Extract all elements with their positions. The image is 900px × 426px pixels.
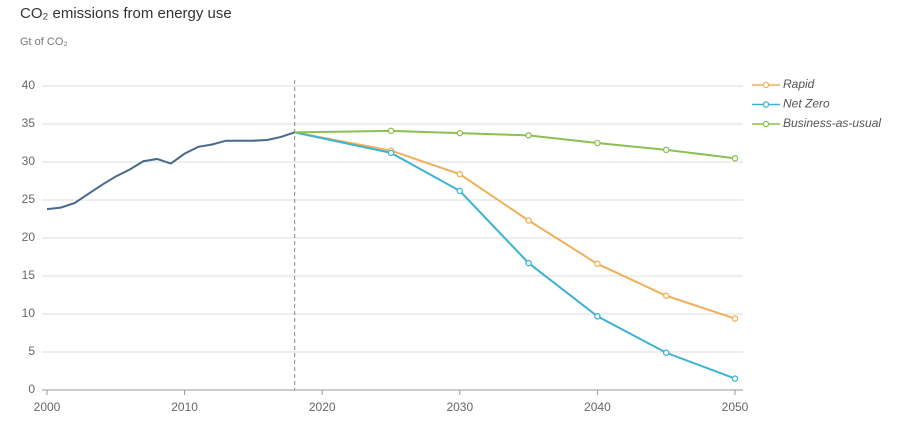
- point-marker: [662, 349, 670, 357]
- chart-title: CO₂ emissions from energy use: [20, 5, 232, 22]
- point-marker: [387, 149, 395, 157]
- point-marker: [456, 187, 464, 195]
- point-marker: [731, 154, 739, 162]
- point-marker: [731, 315, 739, 322]
- point-marker: [662, 146, 670, 154]
- legend-marker: [762, 120, 770, 128]
- y-tick-label: 15: [22, 268, 36, 282]
- chart-subtitle: Gt of CO₂: [20, 36, 68, 48]
- point-marker: [731, 375, 739, 382]
- y-tick-label: 10: [22, 306, 36, 320]
- point-marker: [456, 129, 464, 137]
- x-tick-label: 2050: [722, 400, 749, 414]
- point-marker: [525, 217, 532, 224]
- series-line: [46, 131, 295, 211]
- point-marker: [525, 132, 532, 139]
- x-tick-label: 2020: [309, 400, 336, 414]
- legend-label: Business-as-usual: [783, 116, 881, 130]
- legend-marker: [762, 81, 770, 89]
- y-tick-label: 5: [28, 344, 35, 358]
- y-tick-label: 0: [28, 382, 35, 396]
- x-tick-label: 2010: [171, 400, 198, 414]
- point-marker: [594, 260, 601, 268]
- y-tick-label: 30: [22, 154, 36, 168]
- x-tick-label: 2030: [446, 400, 473, 414]
- y-tick-label: 35: [22, 116, 36, 130]
- y-tick-label: 25: [22, 192, 36, 206]
- point-marker: [594, 139, 601, 147]
- point-marker: [662, 292, 670, 300]
- x-tick-label: 2000: [34, 400, 61, 414]
- x-tick-label: 2040: [584, 400, 611, 414]
- legend-label: Net Zero: [783, 97, 830, 111]
- y-tick-label: 20: [22, 230, 36, 244]
- point-marker: [456, 170, 464, 178]
- series-line: [294, 131, 736, 380]
- point-marker: [525, 259, 532, 267]
- legend-marker: [762, 101, 770, 108]
- series-line: [294, 131, 736, 320]
- point-marker: [594, 313, 601, 320]
- point-marker: [387, 127, 395, 135]
- legend-label: Rapid: [783, 77, 815, 91]
- y-tick-label: 40: [22, 78, 36, 92]
